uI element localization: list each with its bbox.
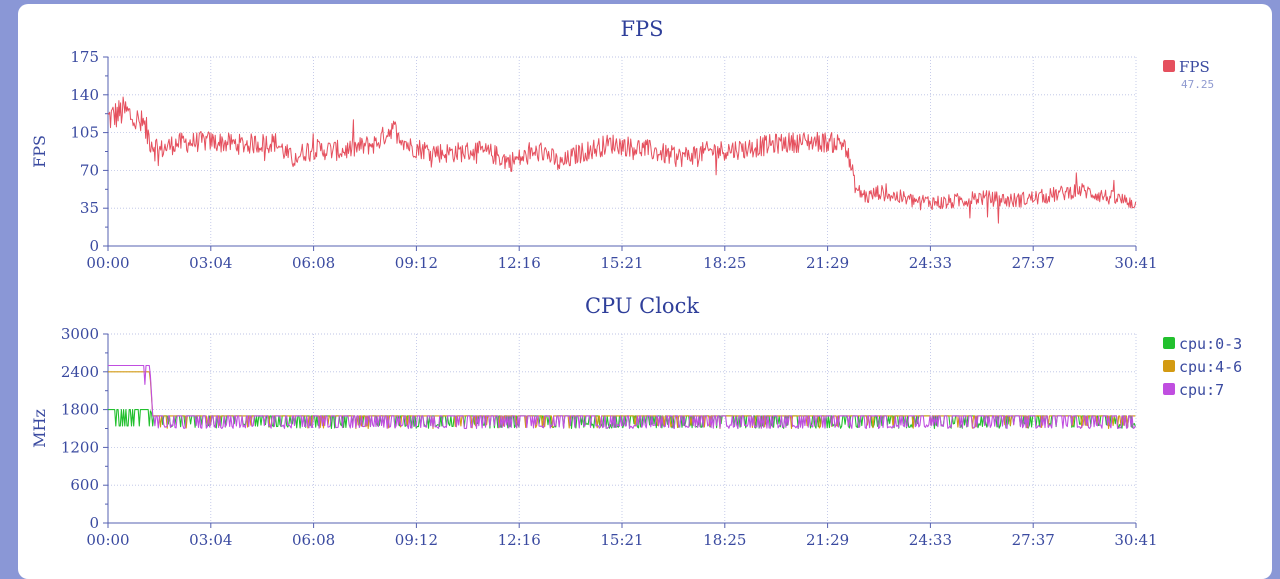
legend-swatch-cpu-7 bbox=[1163, 383, 1175, 395]
y-tick-label: 600 bbox=[70, 476, 99, 494]
x-tick-label: 06:08 bbox=[292, 531, 335, 549]
x-tick-label: 03:04 bbox=[189, 254, 232, 272]
series-line-fps bbox=[107, 96, 1137, 224]
x-tick-label: 06:08 bbox=[292, 254, 335, 272]
y-tick-label: 35 bbox=[80, 199, 99, 217]
y-tick-label: 105 bbox=[70, 124, 99, 142]
x-tick-label: 12:16 bbox=[498, 254, 541, 272]
x-tick-label: 12:16 bbox=[498, 531, 541, 549]
legend-swatch-fps bbox=[1163, 60, 1175, 72]
legend-label-cpu-4-6: cpu:4-6 bbox=[1179, 358, 1242, 376]
legend-label-fps: FPS bbox=[1179, 58, 1210, 76]
charts-canvas: FPS FPS 0 35 70 105 140 175 00:00 03:04 06:08 09:12… bbox=[30, 17, 1242, 549]
chart-1: CPU Clock MHz 0 600 1200 1800 2400 3000 00:00 03:… bbox=[30, 294, 1242, 549]
legend-swatch-cpu-0-3 bbox=[1163, 337, 1175, 349]
x-tick-label: 24:33 bbox=[909, 531, 952, 549]
y-axis-label: MHz bbox=[30, 409, 49, 448]
y-tick-label: 0 bbox=[89, 514, 99, 532]
x-tick-label: 21:29 bbox=[806, 531, 849, 549]
y-tick-label: 3000 bbox=[61, 325, 99, 343]
x-tick-label: 27:37 bbox=[1012, 531, 1055, 549]
x-tick-label: 00:00 bbox=[86, 254, 129, 272]
y-tick-label: 1200 bbox=[61, 438, 99, 456]
x-tick-label: 24:33 bbox=[909, 254, 952, 272]
chart-0: FPS FPS 0 35 70 105 140 175 00:00 03:04 06:08 09:12… bbox=[30, 17, 1214, 272]
legend-label-cpu-7: cpu:7 bbox=[1179, 381, 1224, 399]
y-tick-label: 2400 bbox=[61, 363, 99, 381]
y-tick-label: 140 bbox=[70, 86, 99, 104]
series-line-cpu-7 bbox=[108, 364, 1136, 430]
x-tick-label: 15:21 bbox=[600, 254, 643, 272]
y-tick-label: 0 bbox=[89, 237, 99, 255]
chart-title: FPS bbox=[620, 17, 663, 41]
x-tick-label: 18:25 bbox=[703, 531, 746, 549]
y-axis-label: FPS bbox=[30, 135, 49, 168]
legend-current-value: 47.25 bbox=[1181, 78, 1214, 91]
legend-label-cpu-0-3: cpu:0-3 bbox=[1179, 335, 1242, 353]
x-tick-label: 27:37 bbox=[1012, 254, 1055, 272]
y-tick-label: 1800 bbox=[61, 401, 99, 419]
x-tick-label: 03:04 bbox=[189, 531, 232, 549]
x-tick-label: 30:41 bbox=[1114, 254, 1157, 272]
x-tick-label: 30:41 bbox=[1114, 531, 1157, 549]
chart-panel bbox=[18, 4, 1272, 579]
x-tick-label: 18:25 bbox=[703, 254, 746, 272]
chart-title: CPU Clock bbox=[585, 294, 699, 318]
legend-swatch-cpu-4-6 bbox=[1163, 360, 1175, 372]
x-tick-label: 15:21 bbox=[600, 531, 643, 549]
y-tick-label: 70 bbox=[80, 161, 99, 179]
x-tick-label: 21:29 bbox=[806, 254, 849, 272]
x-tick-label: 09:12 bbox=[395, 531, 438, 549]
x-tick-label: 09:12 bbox=[395, 254, 438, 272]
y-tick-label: 175 bbox=[70, 48, 99, 66]
x-tick-label: 00:00 bbox=[86, 531, 129, 549]
